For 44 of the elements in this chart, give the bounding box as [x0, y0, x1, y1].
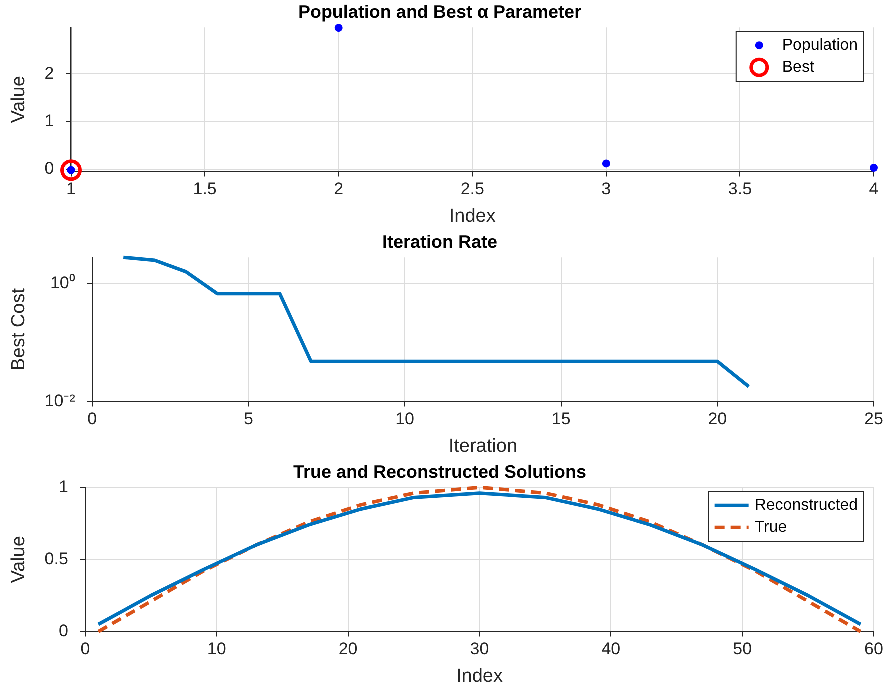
y-tick-label: 1	[44, 112, 54, 131]
chart-title: True and Reconstructed Solutions	[293, 462, 587, 482]
y-axis-title: Best Cost	[8, 288, 30, 371]
chart-title: Iteration Rate	[382, 232, 498, 252]
x-tick-label: 50	[733, 640, 752, 659]
legend-label: True	[754, 519, 788, 536]
y-tick-label: 2	[44, 64, 54, 83]
x-tick-label: 2.5	[460, 180, 484, 199]
x-tick-label: 10	[207, 640, 226, 659]
y-tick-label: 0	[44, 159, 54, 178]
x-tick-label: 1.5	[193, 180, 217, 199]
y-tick-label: 10⁻²	[44, 391, 76, 410]
point	[870, 164, 878, 172]
x-tick-label: 0	[80, 640, 90, 659]
y-tick-label: 0	[58, 621, 68, 640]
legend-label: Reconstructed	[754, 497, 858, 514]
legend-label: Best	[782, 59, 815, 76]
x-tick-label: 60	[864, 640, 884, 659]
y-tick-label: 10⁰	[50, 274, 76, 293]
x-tick-label: 0	[88, 410, 98, 429]
x-tick-label: 3.5	[728, 180, 752, 199]
x-tick-label: 40	[602, 640, 621, 659]
y-axis-title: Value	[8, 536, 30, 584]
x-tick-label: 5	[244, 410, 254, 429]
legend-label: Population	[782, 37, 858, 54]
y-tick-label: 1	[58, 477, 68, 496]
x-axis-title: Iteration	[448, 436, 518, 457]
x-tick-label: 15	[552, 410, 571, 429]
y-axis-title: Value	[8, 76, 30, 124]
x-axis-title: Index	[449, 206, 496, 227]
x-tick-label: 20	[338, 640, 358, 659]
x-tick-label: 3	[602, 180, 612, 199]
x-tick-label: 4	[869, 180, 879, 199]
point	[602, 160, 610, 168]
point	[334, 24, 343, 32]
x-tick-label: 30	[470, 640, 490, 659]
x-tick-label: 25	[864, 410, 884, 429]
y-tick-label: 0.5	[44, 549, 68, 568]
x-tick-label: 10	[396, 410, 414, 429]
chart-title: Population and Best α Parameter	[298, 2, 582, 22]
x-axis-title: Index	[456, 666, 504, 687]
x-tick-label: 2	[334, 180, 344, 199]
x-tick-label: 20	[708, 410, 728, 429]
point	[60, 160, 82, 182]
